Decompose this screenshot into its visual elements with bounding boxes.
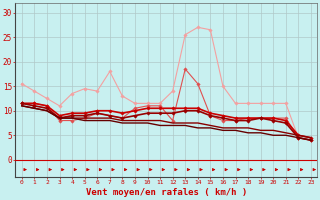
- X-axis label: Vent moyen/en rafales ( km/h ): Vent moyen/en rafales ( km/h ): [86, 188, 247, 197]
